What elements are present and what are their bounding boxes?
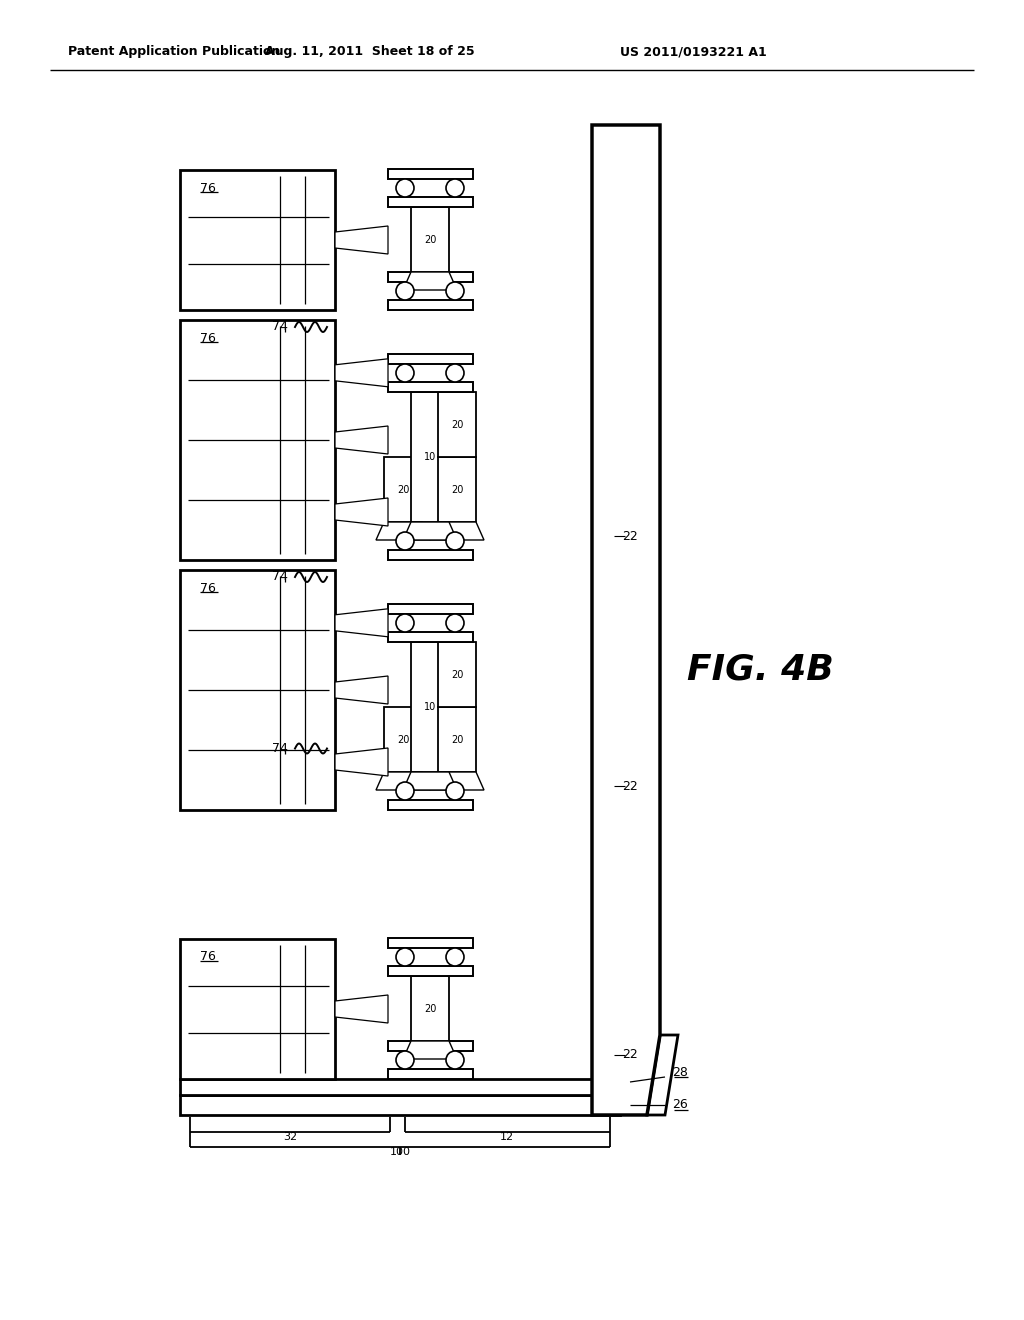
- Bar: [388, 605, 473, 614]
- Text: 76: 76: [200, 181, 216, 194]
- Bar: [180, 1096, 620, 1115]
- Text: 20: 20: [451, 735, 463, 744]
- Circle shape: [446, 364, 464, 381]
- Polygon shape: [335, 498, 388, 525]
- Circle shape: [446, 781, 464, 800]
- Bar: [384, 708, 422, 772]
- Text: 26: 26: [672, 1098, 688, 1111]
- Text: 74: 74: [272, 321, 288, 334]
- Text: 20: 20: [397, 484, 410, 495]
- Bar: [388, 939, 473, 948]
- Circle shape: [396, 948, 414, 966]
- Text: 20: 20: [451, 669, 463, 680]
- Polygon shape: [647, 1035, 678, 1115]
- Bar: [438, 457, 476, 521]
- Bar: [388, 300, 473, 310]
- Bar: [388, 354, 473, 364]
- Bar: [180, 570, 335, 810]
- Text: 20: 20: [451, 420, 463, 429]
- Bar: [411, 642, 449, 772]
- Polygon shape: [403, 772, 457, 789]
- Polygon shape: [335, 995, 388, 1023]
- Polygon shape: [335, 226, 388, 253]
- Text: 76: 76: [200, 582, 216, 594]
- Polygon shape: [430, 772, 484, 789]
- Text: US 2011/0193221 A1: US 2011/0193221 A1: [620, 45, 767, 58]
- Text: 20: 20: [397, 735, 410, 744]
- Bar: [411, 975, 449, 1041]
- Bar: [388, 169, 473, 180]
- Bar: [388, 1069, 473, 1078]
- Bar: [411, 392, 449, 521]
- Bar: [180, 319, 335, 560]
- Bar: [388, 521, 473, 532]
- Circle shape: [446, 180, 464, 197]
- Text: 22: 22: [623, 1048, 638, 1061]
- Polygon shape: [335, 359, 388, 387]
- Polygon shape: [376, 521, 430, 540]
- Bar: [411, 207, 449, 272]
- Text: 76: 76: [200, 331, 216, 345]
- Circle shape: [446, 532, 464, 550]
- Text: 74: 74: [272, 742, 288, 755]
- Circle shape: [446, 948, 464, 966]
- Text: Patent Application Publication: Patent Application Publication: [68, 45, 281, 58]
- Text: 20: 20: [424, 1005, 436, 1014]
- Polygon shape: [403, 1041, 457, 1059]
- Bar: [388, 772, 473, 781]
- Text: 22: 22: [623, 780, 638, 792]
- Circle shape: [396, 180, 414, 197]
- Text: 20: 20: [451, 484, 463, 495]
- Bar: [388, 632, 473, 642]
- Text: 74: 74: [272, 570, 288, 583]
- Bar: [438, 392, 476, 457]
- Polygon shape: [376, 772, 430, 789]
- Circle shape: [396, 364, 414, 381]
- Text: 22: 22: [623, 529, 638, 543]
- Bar: [180, 1078, 620, 1096]
- Bar: [388, 966, 473, 975]
- Text: FIG. 4B: FIG. 4B: [687, 653, 834, 686]
- Text: 76: 76: [200, 950, 216, 964]
- Text: 10: 10: [424, 702, 436, 711]
- Bar: [180, 939, 335, 1078]
- Polygon shape: [335, 676, 388, 704]
- Bar: [388, 381, 473, 392]
- Circle shape: [396, 1051, 414, 1069]
- Polygon shape: [430, 521, 484, 540]
- Circle shape: [396, 781, 414, 800]
- Text: 100: 100: [389, 1147, 411, 1158]
- Circle shape: [396, 614, 414, 632]
- Polygon shape: [592, 125, 660, 1115]
- Circle shape: [446, 614, 464, 632]
- Polygon shape: [335, 426, 388, 454]
- Polygon shape: [403, 272, 457, 290]
- Circle shape: [396, 532, 414, 550]
- Polygon shape: [335, 609, 388, 636]
- Circle shape: [396, 282, 414, 300]
- Bar: [388, 550, 473, 560]
- Text: Aug. 11, 2011  Sheet 18 of 25: Aug. 11, 2011 Sheet 18 of 25: [265, 45, 475, 58]
- Bar: [438, 642, 476, 708]
- Bar: [438, 708, 476, 772]
- Bar: [180, 170, 335, 310]
- Circle shape: [446, 282, 464, 300]
- Bar: [388, 272, 473, 282]
- Bar: [388, 197, 473, 207]
- Bar: [384, 457, 422, 521]
- Bar: [388, 1041, 473, 1051]
- Text: 32: 32: [283, 1133, 297, 1142]
- Text: 12: 12: [500, 1133, 514, 1142]
- Text: 20: 20: [424, 235, 436, 246]
- Polygon shape: [335, 748, 388, 776]
- Text: 28: 28: [672, 1065, 688, 1078]
- Polygon shape: [403, 521, 457, 540]
- Bar: [388, 800, 473, 810]
- Circle shape: [446, 1051, 464, 1069]
- Text: 10: 10: [424, 451, 436, 462]
